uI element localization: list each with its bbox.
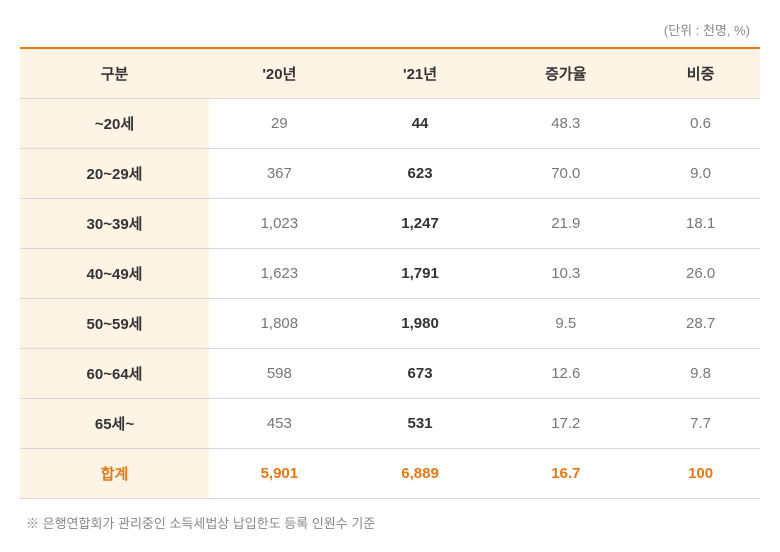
col-header-share: 비중 xyxy=(641,48,760,99)
table-row: ~20세 29 44 48.3 0.6 xyxy=(20,99,760,149)
cell-y20: 1,808 xyxy=(209,299,350,349)
cell-growth: 12.6 xyxy=(490,349,641,399)
cell-y21: 531 xyxy=(350,399,491,449)
data-table: 구분 '20년 '21년 증가율 비중 ~20세 29 44 48.3 0.6 … xyxy=(20,47,760,499)
cell-y21: 673 xyxy=(350,349,491,399)
row-label: 50~59세 xyxy=(20,299,209,349)
table-row: 40~49세 1,623 1,791 10.3 26.0 xyxy=(20,249,760,299)
total-y20: 5,901 xyxy=(209,449,350,499)
cell-y20: 1,623 xyxy=(209,249,350,299)
total-label: 합계 xyxy=(20,449,209,499)
cell-growth: 17.2 xyxy=(490,399,641,449)
cell-share: 26.0 xyxy=(641,249,760,299)
cell-y21: 1,247 xyxy=(350,199,491,249)
cell-growth: 48.3 xyxy=(490,99,641,149)
col-header-category: 구분 xyxy=(20,48,209,99)
table-total-row: 합계 5,901 6,889 16.7 100 xyxy=(20,449,760,499)
row-label: 65세~ xyxy=(20,399,209,449)
cell-y21: 1,791 xyxy=(350,249,491,299)
total-growth: 16.7 xyxy=(490,449,641,499)
cell-share: 28.7 xyxy=(641,299,760,349)
table-row: 65세~ 453 531 17.2 7.7 xyxy=(20,399,760,449)
cell-growth: 21.9 xyxy=(490,199,641,249)
cell-y20: 453 xyxy=(209,399,350,449)
row-label: ~20세 xyxy=(20,99,209,149)
col-header-y20: '20년 xyxy=(209,48,350,99)
total-share: 100 xyxy=(641,449,760,499)
table-header-row: 구분 '20년 '21년 증가율 비중 xyxy=(20,48,760,99)
cell-growth: 10.3 xyxy=(490,249,641,299)
cell-share: 9.8 xyxy=(641,349,760,399)
cell-share: 18.1 xyxy=(641,199,760,249)
cell-growth: 70.0 xyxy=(490,149,641,199)
row-label: 30~39세 xyxy=(20,199,209,249)
cell-y21: 623 xyxy=(350,149,491,199)
cell-y20: 1,023 xyxy=(209,199,350,249)
col-header-growth: 증가율 xyxy=(490,48,641,99)
cell-share: 0.6 xyxy=(641,99,760,149)
table-row: 50~59세 1,808 1,980 9.5 28.7 xyxy=(20,299,760,349)
table-row: 60~64세 598 673 12.6 9.8 xyxy=(20,349,760,399)
cell-y20: 367 xyxy=(209,149,350,199)
cell-growth: 9.5 xyxy=(490,299,641,349)
cell-y21: 1,980 xyxy=(350,299,491,349)
cell-y20: 598 xyxy=(209,349,350,399)
table-row: 30~39세 1,023 1,247 21.9 18.1 xyxy=(20,199,760,249)
unit-label: (단위 : 천명, %) xyxy=(20,20,760,39)
table-row: 20~29세 367 623 70.0 9.0 xyxy=(20,149,760,199)
row-label: 60~64세 xyxy=(20,349,209,399)
footnote: ※ 은행연합회가 관리중인 소득세법상 납입한도 등록 인원수 기준 xyxy=(20,513,760,532)
row-label: 40~49세 xyxy=(20,249,209,299)
cell-y20: 29 xyxy=(209,99,350,149)
cell-y21: 44 xyxy=(350,99,491,149)
col-header-y21: '21년 xyxy=(350,48,491,99)
cell-share: 7.7 xyxy=(641,399,760,449)
cell-share: 9.0 xyxy=(641,149,760,199)
row-label: 20~29세 xyxy=(20,149,209,199)
total-y21: 6,889 xyxy=(350,449,491,499)
